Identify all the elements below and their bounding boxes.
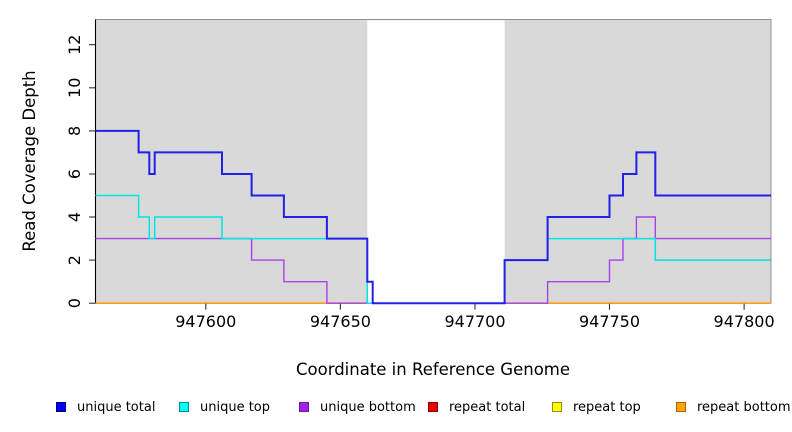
- y-tick-label: 6: [65, 169, 84, 179]
- legend-swatch-icon: [676, 402, 686, 412]
- series-unique-bottom: [95, 216, 771, 304]
- legend-item-unique-bottom: unique bottom: [299, 397, 416, 417]
- masked-region: [367, 20, 505, 305]
- legend: unique total unique top unique bottom repea…: [0, 397, 792, 419]
- plot-layer: 947600 947650 947700 947750 947800 0 2 4 6 8 10 12: [65, 19, 775, 331]
- series-unique-top: [95, 194, 771, 304]
- legend-swatch-icon: [428, 402, 438, 412]
- legend-label: unique bottom: [320, 399, 416, 415]
- series-unique-total: [95, 129, 771, 305]
- y-tick-label: 4: [65, 212, 84, 222]
- x-tick-label: 947800: [714, 312, 775, 331]
- y-axis-title: Read Coverage Depth: [20, 70, 39, 251]
- x-tick-label: 947650: [310, 312, 371, 331]
- x-tick-label: 947600: [175, 312, 236, 331]
- legend-label: repeat bottom: [697, 399, 791, 415]
- x-tick-label: 947750: [579, 312, 640, 331]
- legend-swatch-icon: [552, 402, 562, 412]
- y-tick-label: 0: [65, 298, 84, 308]
- x-axis-title: Coordinate in Reference Genome: [296, 360, 570, 379]
- legend-item-repeat-top: repeat top: [552, 397, 641, 417]
- y-tick-label: 8: [65, 126, 84, 136]
- legend-label: repeat top: [573, 399, 641, 415]
- legend-item-repeat-total: repeat total: [428, 397, 525, 417]
- legend-swatch-icon: [179, 402, 189, 412]
- y-tick-label: 2: [65, 255, 84, 265]
- y-tick-label: 10: [65, 78, 84, 98]
- legend-swatch-icon: [56, 402, 66, 412]
- x-tick-label: 947700: [444, 312, 505, 331]
- legend-label: unique top: [200, 399, 271, 415]
- legend-item-unique-top: unique top: [179, 397, 270, 417]
- legend-item-unique-total: unique total: [56, 397, 155, 417]
- legend-label: repeat total: [449, 399, 526, 415]
- legend-label: unique total: [77, 399, 156, 415]
- legend-item-repeat-bottom: repeat bottom: [676, 397, 791, 417]
- y-tick-label: 12: [65, 35, 84, 55]
- legend-swatch-icon: [299, 402, 309, 412]
